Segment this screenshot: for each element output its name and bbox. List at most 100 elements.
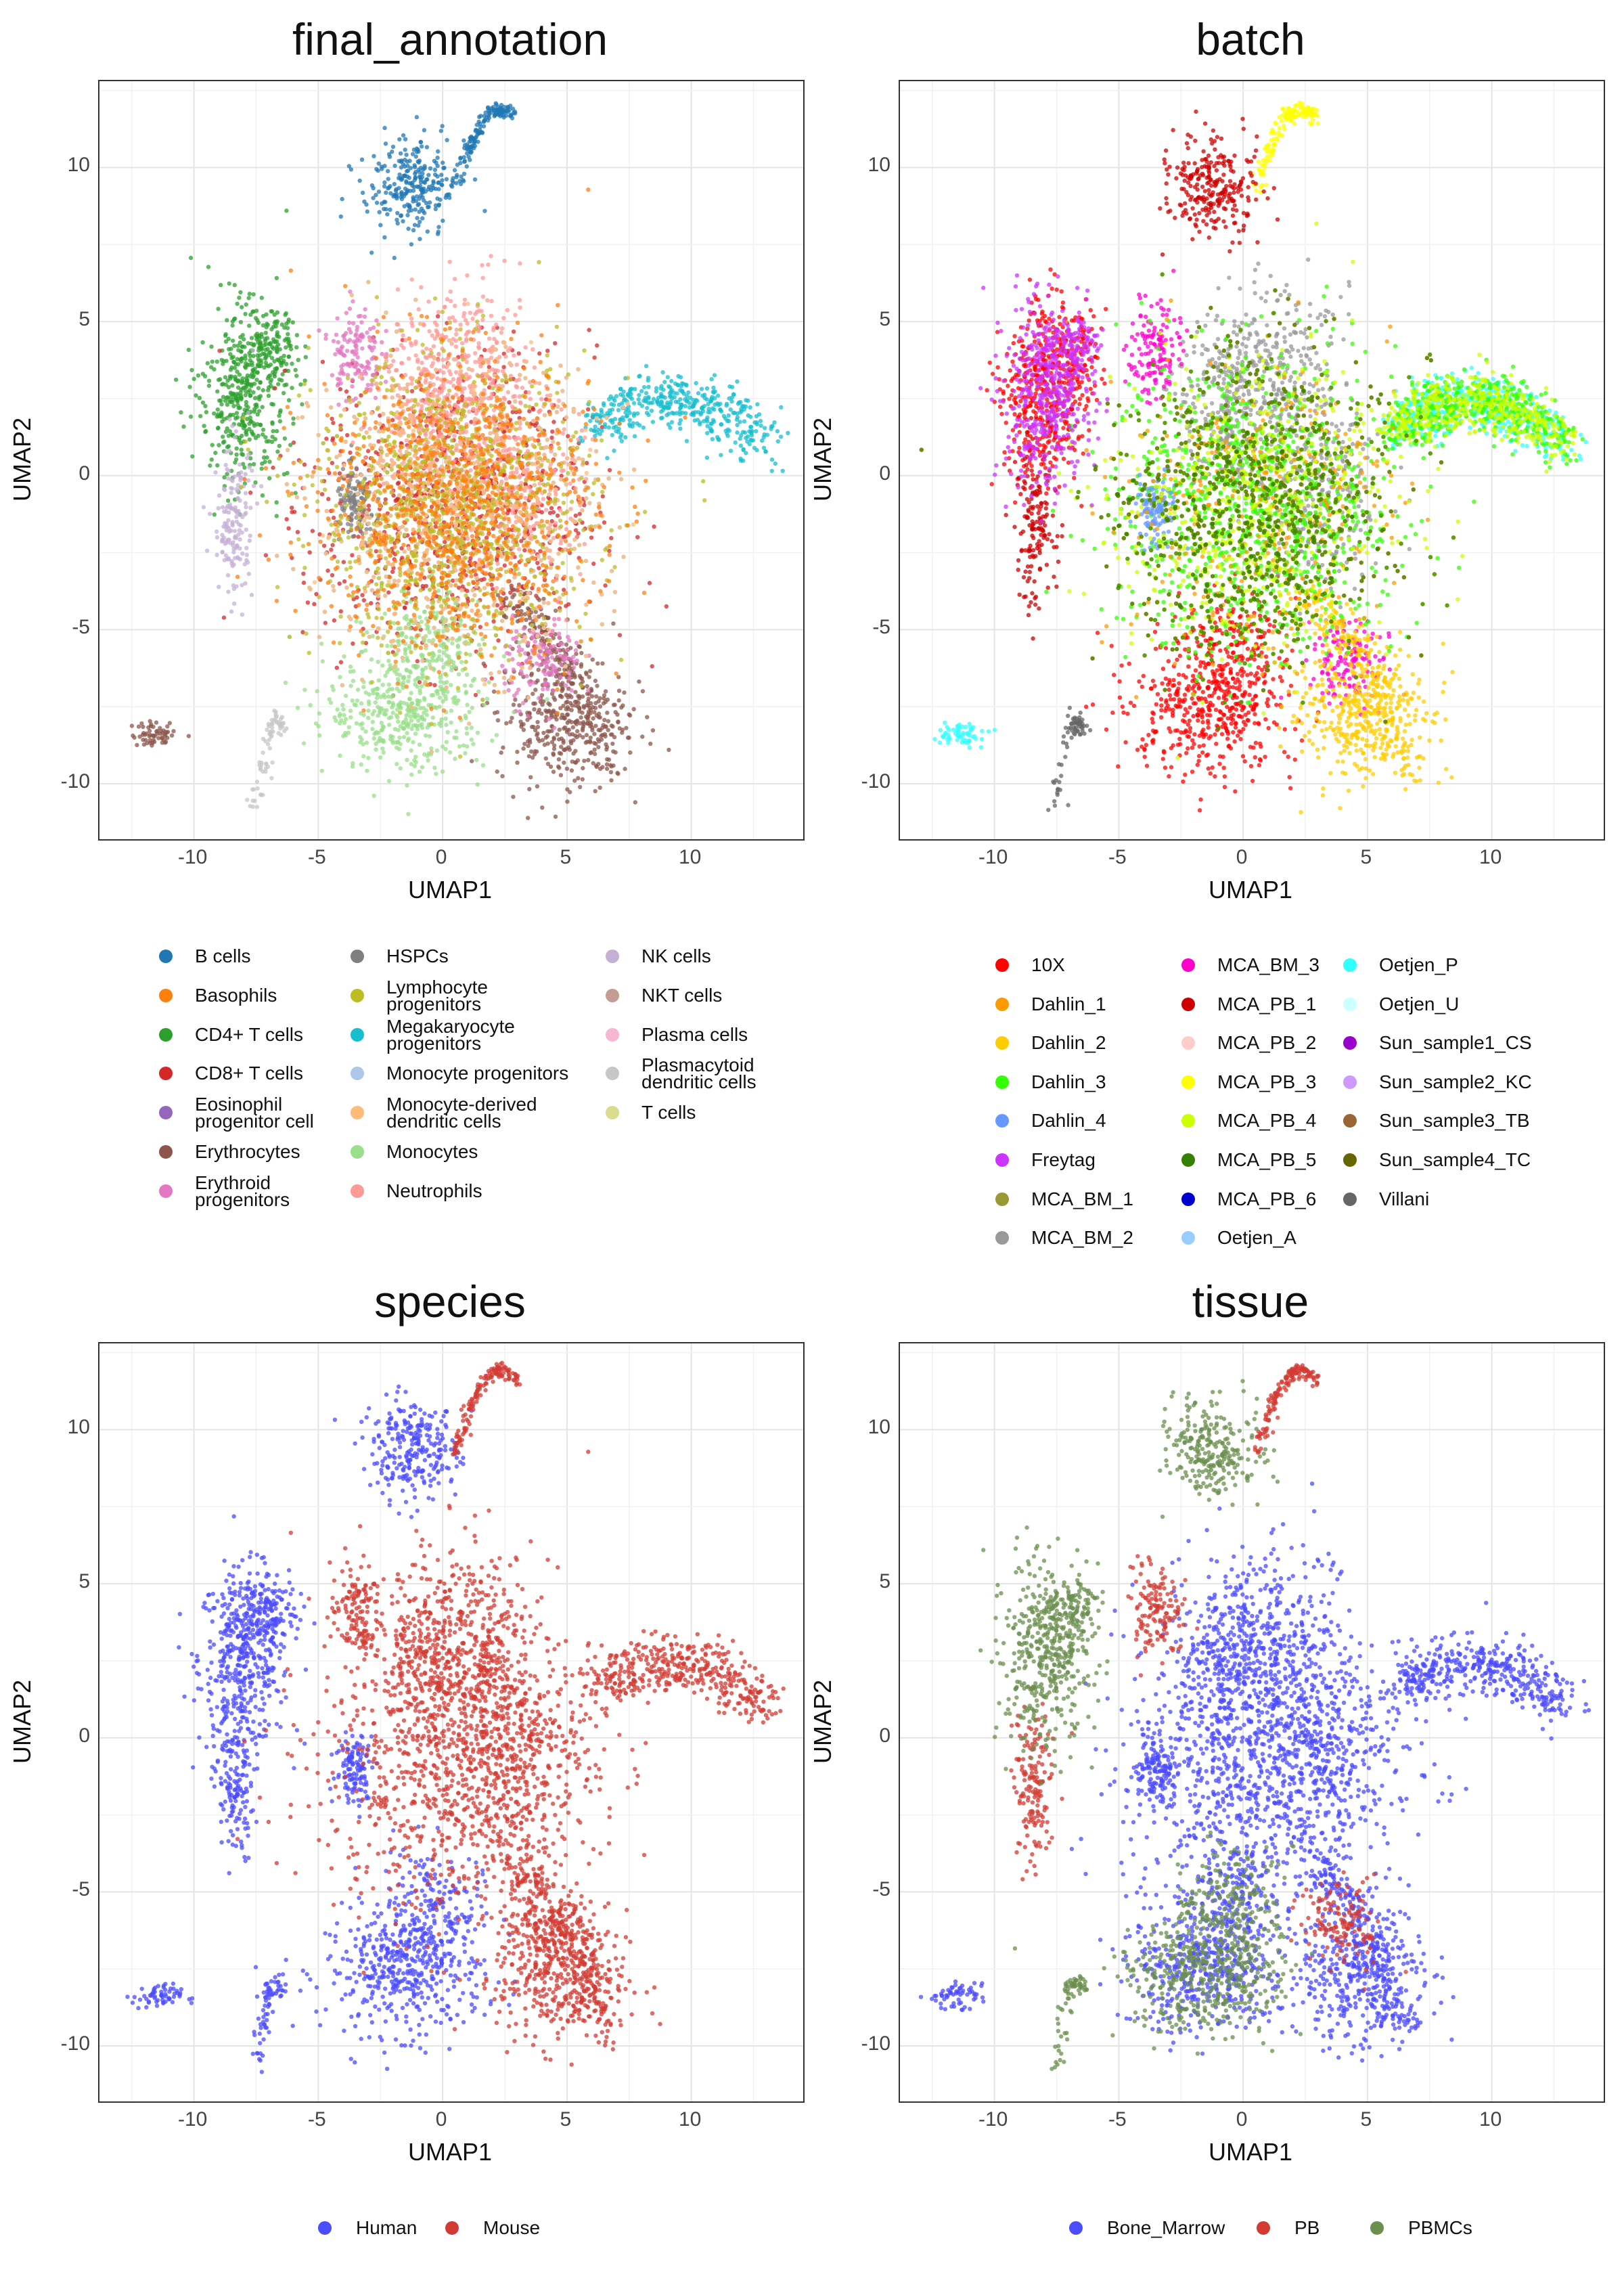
- data-point: [247, 388, 252, 393]
- data-point: [406, 811, 411, 817]
- data-point: [447, 196, 452, 200]
- data-point: [468, 135, 472, 140]
- data-point: [769, 424, 774, 429]
- data-point: [393, 740, 399, 745]
- data-point: [566, 663, 572, 668]
- data-point: [243, 356, 248, 361]
- data-point: [273, 324, 278, 329]
- data-point: [398, 151, 403, 156]
- data-point: [290, 361, 294, 366]
- data-point: [617, 633, 623, 638]
- data-point: [378, 694, 384, 699]
- data-point: [535, 784, 540, 789]
- data-point: [188, 414, 194, 419]
- data-point: [284, 345, 288, 350]
- data-point: [171, 729, 176, 734]
- data-point: [641, 384, 647, 390]
- data-point: [451, 176, 455, 181]
- data-point: [562, 587, 566, 592]
- data-point: [352, 501, 357, 506]
- data-point: [472, 141, 476, 146]
- data-point: [678, 388, 683, 393]
- data-point: [302, 688, 307, 692]
- data-point: [291, 421, 296, 426]
- data-point: [678, 397, 683, 402]
- data-point: [572, 659, 577, 664]
- data-point: [607, 468, 612, 472]
- data-point: [557, 728, 562, 732]
- data-point: [399, 165, 404, 170]
- data-point: [602, 403, 606, 407]
- data-point: [465, 744, 470, 749]
- data-point: [369, 250, 374, 255]
- data-point: [232, 365, 238, 370]
- data-point: [444, 740, 449, 744]
- data-point: [405, 159, 409, 164]
- data-point: [602, 717, 607, 722]
- data-point: [365, 209, 369, 214]
- data-point: [639, 403, 645, 408]
- data-point: [650, 728, 656, 733]
- data-point: [627, 735, 631, 740]
- data-point: [461, 155, 466, 160]
- data-point: [404, 191, 409, 196]
- data-point: [654, 389, 658, 394]
- data-point: [592, 355, 597, 360]
- data-point: [459, 174, 464, 179]
- data-point: [603, 689, 608, 694]
- data-point: [397, 172, 402, 177]
- data-point: [464, 332, 469, 337]
- data-point: [451, 696, 455, 701]
- data-point: [338, 753, 342, 758]
- data-point: [348, 709, 353, 713]
- data-point: [473, 135, 478, 141]
- data-point: [347, 306, 353, 311]
- data-point: [259, 295, 264, 300]
- data-point: [418, 139, 423, 145]
- data-point: [345, 432, 350, 438]
- data-point: [261, 323, 266, 328]
- data-point: [610, 432, 614, 437]
- data-point: [537, 696, 541, 700]
- data-point: [611, 763, 616, 768]
- data-point: [517, 703, 522, 708]
- data-point: [530, 585, 535, 591]
- data-point: [559, 473, 564, 478]
- data-point: [215, 359, 219, 364]
- data-point: [336, 402, 341, 407]
- data-point: [667, 747, 671, 753]
- data-point: [398, 626, 403, 631]
- data-point: [589, 694, 595, 699]
- data-point: [459, 394, 465, 399]
- data-point: [424, 200, 429, 206]
- data-point: [571, 665, 577, 670]
- data-point: [275, 332, 279, 337]
- data-point: [522, 742, 527, 746]
- data-point: [706, 407, 711, 411]
- data-point: [518, 305, 522, 310]
- data-point: [741, 404, 746, 409]
- data-point: [373, 395, 378, 401]
- data-point: [426, 173, 431, 177]
- data-point: [271, 337, 276, 342]
- data-point: [206, 378, 212, 383]
- data-point: [359, 363, 364, 368]
- data-point: [323, 621, 328, 625]
- data-point: [489, 582, 494, 587]
- data-point: [271, 428, 275, 434]
- data-point: [418, 723, 422, 728]
- data-point: [566, 671, 572, 675]
- data-point: [363, 690, 368, 695]
- data-point: [404, 152, 409, 157]
- data-point: [301, 571, 306, 576]
- data-point: [169, 733, 175, 738]
- data-point: [234, 411, 240, 416]
- data-point: [240, 419, 245, 424]
- data-point: [427, 200, 432, 205]
- data-point: [274, 275, 279, 280]
- data-point: [683, 403, 687, 409]
- data-point: [678, 426, 683, 431]
- data-point: [619, 439, 624, 443]
- data-point: [547, 717, 551, 721]
- data-point: [229, 365, 234, 370]
